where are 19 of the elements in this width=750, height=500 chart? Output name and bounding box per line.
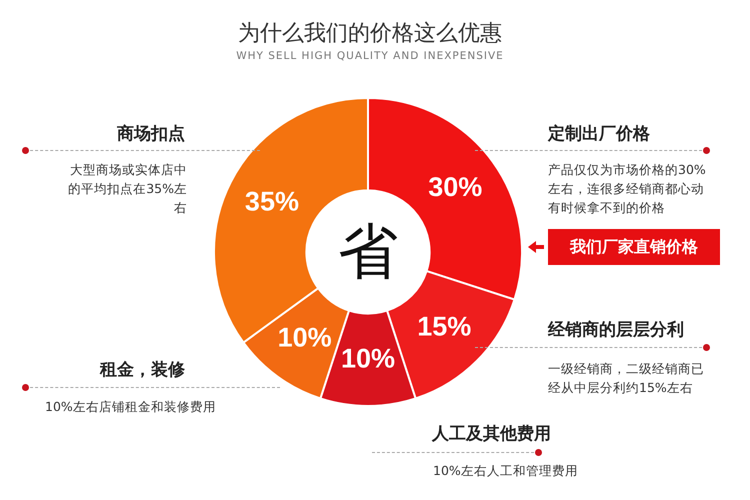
slice-label: 经销商的层层分利 — [548, 319, 684, 341]
slice-label: 人工及其他费用 — [432, 423, 551, 445]
data-label: 35% — [244, 186, 299, 217]
text: 大型商场或实体店中的平均扣点在35%左右 — [67, 161, 187, 217]
text: 省 — [337, 216, 399, 289]
chart-title: 为什么我们的价格这么优惠 — [237, 20, 503, 48]
text: 我们厂家直销价格 — [548, 229, 720, 265]
data-label: 30% — [428, 172, 482, 202]
data-label: 10% — [278, 322, 332, 353]
text: 10%左右店铺租金和装修费用 — [45, 398, 216, 416]
chart-subtitle: WHY SELL HIGH QUALITY AND INEXPENSIVE — [235, 50, 505, 62]
text: 一级经销商，二级经销商已经从中层分利约15%左右 — [548, 360, 705, 397]
slice-label: 商场扣点 — [117, 123, 185, 145]
slice-label: 租金，装修 — [100, 359, 185, 381]
data-label: 10% — [340, 343, 396, 374]
text: 10%左右人工和管理费用 — [433, 462, 578, 480]
slice-label: 定制出厂价格 — [548, 123, 650, 145]
data-label: 15% — [417, 312, 472, 342]
text: 产品仅仅为市场价格的30%左右，连很多经销商都心动有时候拿不到的价格 — [548, 161, 707, 217]
